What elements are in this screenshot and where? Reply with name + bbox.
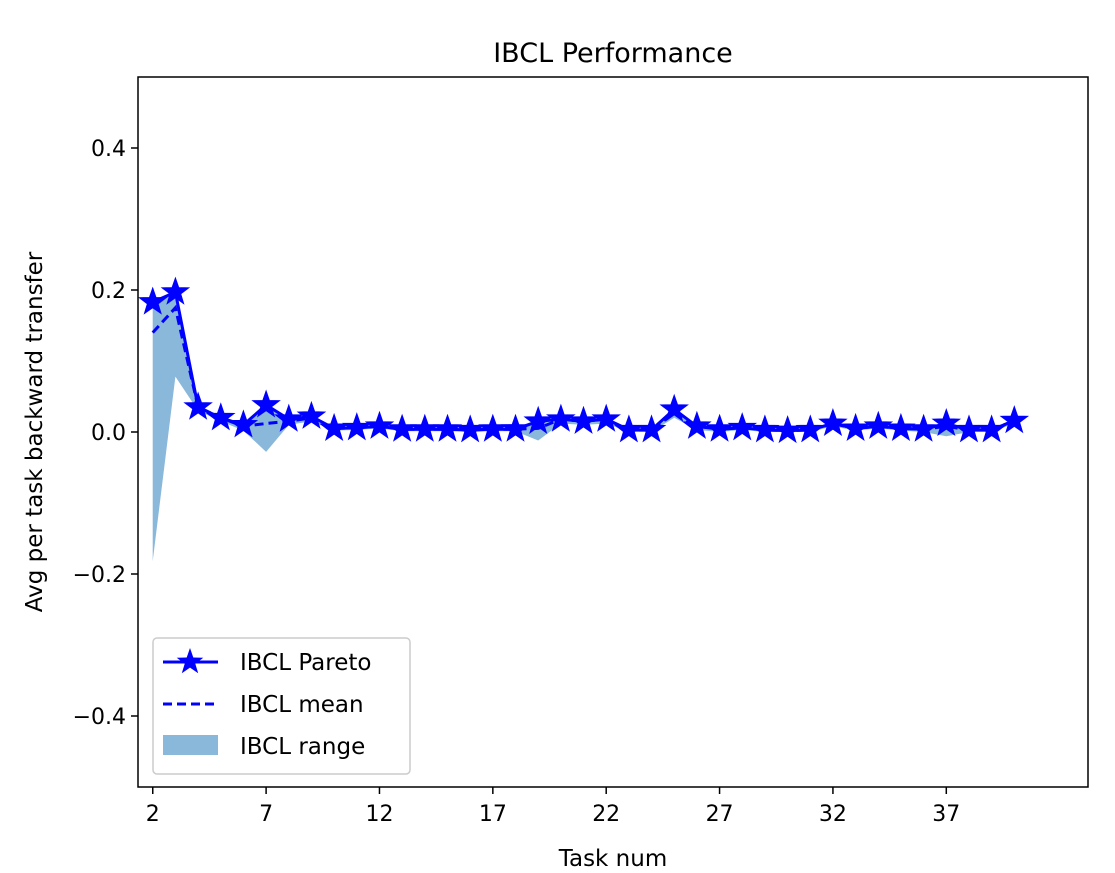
legend: IBCL Pareto IBCL mean IBCL range (152, 637, 411, 775)
pareto-point (342, 412, 372, 441)
legend-label-range: IBCL range (240, 734, 365, 760)
pareto-point (137, 286, 168, 315)
legend-label-pareto: IBCL Pareto (240, 650, 371, 676)
pareto-point (251, 389, 281, 418)
y-tick-label: −0.2 (73, 563, 126, 588)
pareto-point (931, 407, 962, 437)
pareto-point (659, 393, 689, 422)
pareto-point (500, 413, 531, 442)
x-tick-label: 32 (819, 802, 847, 827)
pareto-point (727, 412, 758, 441)
x-tick-label: 37 (932, 802, 960, 827)
x-tick-label: 12 (365, 802, 393, 827)
pareto-point (636, 414, 667, 443)
pareto-point (750, 414, 780, 443)
pareto-point (976, 414, 1007, 443)
pareto-point (818, 407, 848, 437)
legend-swatch-band (163, 735, 218, 755)
pareto-point (908, 413, 939, 442)
legend-label-mean: IBCL mean (240, 692, 364, 718)
x-tick-label: 7 (259, 802, 273, 827)
pareto-point (160, 276, 191, 305)
x-tick-label: 2 (146, 802, 160, 827)
pareto-point (591, 403, 621, 432)
pareto-point (364, 410, 395, 439)
x-axis-label: Task num (558, 846, 668, 872)
y-tick-label: 0.0 (91, 421, 126, 446)
pareto-point (296, 400, 327, 429)
chart-title: IBCL Performance (493, 38, 733, 69)
pareto-point (568, 405, 599, 434)
pareto-point (704, 413, 735, 442)
pareto-point (795, 414, 826, 443)
pareto-point (863, 410, 894, 439)
y-tick-label: −0.4 (73, 705, 126, 730)
pareto-point (886, 412, 916, 442)
pareto-point (840, 412, 871, 442)
pareto-point (183, 391, 213, 420)
axes: 2 7 12 17 22 27 32 37−0.4−0.20.00.20.4 (73, 137, 961, 827)
y-axis-label: Avg per task backward transfer (22, 251, 48, 612)
x-tick-label: 22 (592, 802, 620, 827)
pareto-point (523, 405, 553, 434)
plot-area (137, 276, 1030, 562)
pareto-point (682, 410, 712, 439)
x-tick-label: 27 (706, 802, 734, 827)
pareto-point (205, 402, 236, 431)
legend-swatch-star (176, 648, 204, 674)
y-tick-label: 0.4 (91, 137, 126, 162)
pareto-point (274, 403, 304, 432)
pareto-point (228, 409, 259, 438)
pareto-point (432, 413, 463, 442)
x-tick-label: 17 (479, 802, 507, 827)
pareto-point (999, 405, 1030, 434)
y-tick-label: 0.2 (91, 279, 126, 304)
pareto-point (546, 403, 576, 432)
